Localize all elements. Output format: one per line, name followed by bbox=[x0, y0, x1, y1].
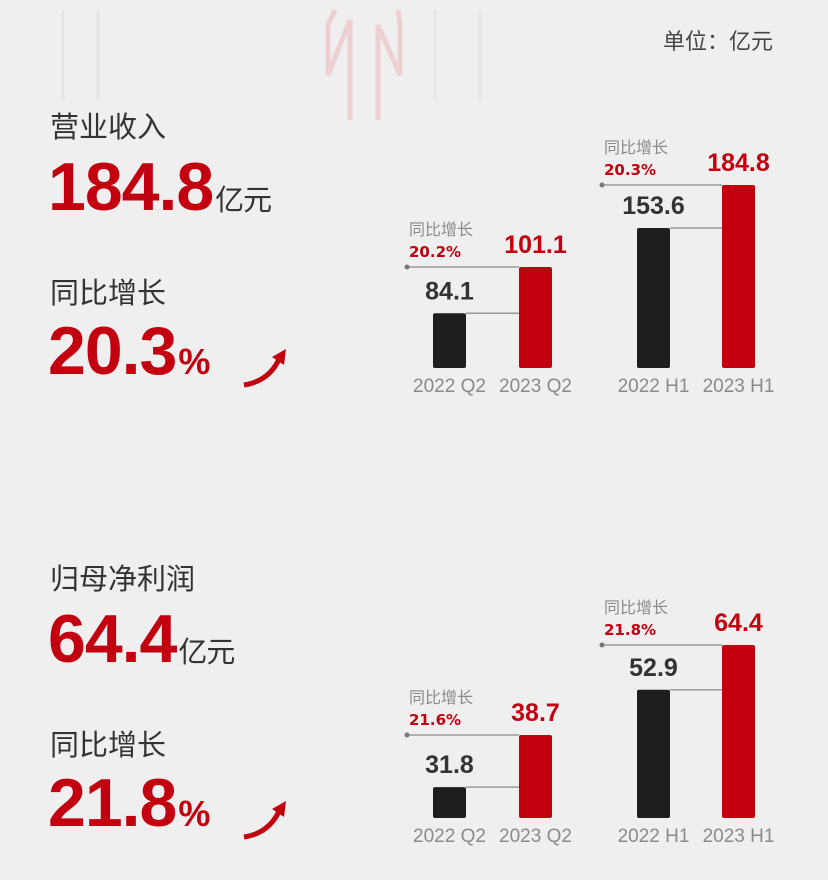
growth-annotation-value: 21.8% bbox=[604, 621, 656, 639]
data-label: 101.1 bbox=[504, 231, 567, 259]
background-logo-decoration bbox=[61, 8, 482, 120]
category-label: 2022 Q2 bbox=[413, 826, 486, 847]
bar-2022-h1 bbox=[637, 227, 670, 368]
growth-number: 21.8 bbox=[48, 765, 177, 841]
growth-annotation-title: 同比增长 bbox=[604, 138, 668, 157]
reference-dot bbox=[404, 732, 410, 738]
growth-annotation-title: 同比增长 bbox=[409, 688, 473, 707]
category-label: 2023 H1 bbox=[703, 376, 775, 397]
unit-label: 单位：亿元 bbox=[663, 30, 774, 55]
data-label: 153.6 bbox=[622, 192, 685, 220]
bar-2023-h1 bbox=[722, 645, 755, 818]
growth-annotation-title: 同比增长 bbox=[604, 598, 668, 617]
value-unit: 亿元 bbox=[178, 637, 235, 669]
category-label: 2022 Q2 bbox=[413, 376, 486, 397]
category-label: 2023 Q2 bbox=[499, 376, 572, 397]
bar-2022-q2 bbox=[433, 313, 466, 368]
value-unit: 亿元 bbox=[215, 185, 272, 217]
reference-dot bbox=[599, 642, 605, 648]
up-arrow-icon bbox=[243, 801, 286, 840]
growth-value: 21.8% bbox=[48, 764, 210, 842]
category-label: 2022 H1 bbox=[618, 826, 690, 847]
value-number: 184.8 bbox=[48, 149, 214, 225]
growth-title: 同比增长 bbox=[50, 728, 167, 762]
growth-annotation-value: 20.2% bbox=[409, 243, 461, 261]
bar-2023-h1 bbox=[722, 185, 755, 368]
category-label: 2023 H1 bbox=[703, 826, 775, 847]
data-label: 184.8 bbox=[707, 149, 770, 177]
data-label: 38.7 bbox=[511, 699, 560, 727]
growth-annotation-value: 21.6% bbox=[409, 711, 461, 729]
data-label: 84.1 bbox=[425, 277, 474, 305]
data-label: 31.8 bbox=[425, 751, 474, 779]
value-number: 64.4 bbox=[48, 601, 177, 677]
net-profit-section: 归母净利润 64.4亿元 同比增长 21.8% bbox=[0, 452, 828, 880]
metric-title: 归母净利润 bbox=[50, 562, 196, 596]
up-arrow-icon bbox=[243, 349, 286, 388]
reference-dot bbox=[404, 264, 410, 270]
growth-annotation-title: 同比增长 bbox=[409, 220, 473, 239]
data-label: 52.9 bbox=[629, 654, 678, 682]
revenue-section: 营业收入 184.8亿元 同比增长 20.3% bbox=[48, 110, 286, 390]
bar-2023-q2 bbox=[519, 735, 552, 818]
category-label: 2022 H1 bbox=[618, 376, 690, 397]
metric-title: 营业收入 bbox=[50, 110, 167, 144]
growth-value: 20.3% bbox=[48, 312, 210, 390]
growth-number: 20.3 bbox=[48, 313, 177, 389]
bar-2023-q2 bbox=[519, 267, 552, 368]
metric-value: 184.8亿元 bbox=[48, 148, 272, 226]
percent-sign: % bbox=[178, 793, 210, 834]
bar-2022-q2 bbox=[433, 787, 466, 818]
data-label: 64.4 bbox=[714, 609, 763, 637]
category-label: 2023 Q2 bbox=[499, 826, 572, 847]
percent-sign: % bbox=[178, 341, 210, 382]
growth-annotation-value: 20.3% bbox=[604, 161, 656, 179]
reference-dot bbox=[599, 182, 605, 188]
growth-title: 同比增长 bbox=[50, 276, 167, 310]
bar-2022-h1 bbox=[637, 689, 670, 818]
metric-value: 64.4亿元 bbox=[48, 600, 235, 678]
